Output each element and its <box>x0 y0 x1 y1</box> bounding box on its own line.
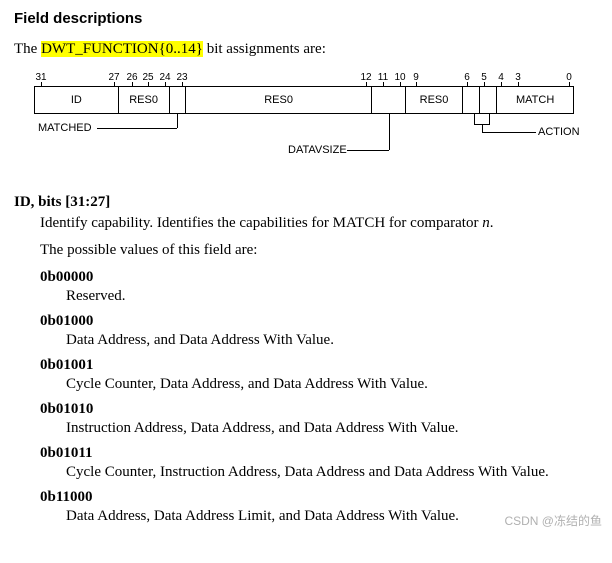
value-code: 0b01001 <box>40 357 598 374</box>
bit-tick <box>467 82 468 86</box>
bit-ticks: 312726252423121110965430 <box>34 72 598 86</box>
field-cell: RES0 <box>406 87 464 113</box>
intro-highlight: DWT_FUNCTION{0..14} <box>41 41 203 57</box>
field-cell: ID <box>35 87 119 113</box>
callouts: MATCHED DATAVSIZE ACTION <box>34 114 598 174</box>
section-heading: Field descriptions <box>14 10 598 27</box>
value-code: 0b11000 <box>40 489 598 506</box>
field-cell <box>372 87 406 113</box>
datavsize-label: DATAVSIZE <box>288 144 347 156</box>
intro-pre: The <box>14 41 41 57</box>
bit-tick <box>114 82 115 86</box>
bit-tick <box>366 82 367 86</box>
intro-line: The DWT_FUNCTION{0..14} bit assignments … <box>14 41 598 58</box>
intro-post: bit assignments are: <box>203 41 326 57</box>
value-desc: Data Address, and Data Address With Valu… <box>66 332 598 349</box>
field-desc-text: Identify capability. Identifies the capa… <box>40 215 478 231</box>
bit-tick <box>148 82 149 86</box>
bit-tick <box>416 82 417 86</box>
value-desc: Instruction Address, Data Address, and D… <box>66 420 598 437</box>
field-cell <box>170 87 187 113</box>
bit-tick <box>518 82 519 86</box>
datavsize-vline <box>389 114 390 150</box>
bitfield-diagram: 312726252423121110965430 IDRES0RES0RES0M… <box>34 72 598 174</box>
values-intro: The possible values of this field are: <box>40 242 598 259</box>
field-cell: RES0 <box>119 87 170 113</box>
action-hline <box>482 132 536 133</box>
field-cell: RES0 <box>186 87 371 113</box>
field-heading: ID, bits [31:27] <box>14 194 598 211</box>
bit-tick <box>569 82 570 86</box>
action-vline2 <box>489 114 490 124</box>
bit-tick <box>132 82 133 86</box>
value-desc: Cycle Counter, Data Address, and Data Ad… <box>66 376 598 393</box>
action-vline3 <box>482 124 483 132</box>
watermark: CSDN @冻结的鱼 <box>504 512 602 529</box>
field-cell <box>463 87 480 113</box>
bit-tick <box>165 82 166 86</box>
field-cell: MATCH <box>497 87 573 113</box>
register-row: IDRES0RES0RES0MATCH <box>34 86 574 114</box>
datavsize-hline <box>347 150 389 151</box>
matched-vline <box>177 114 178 128</box>
values-list: 0b00000 Reserved. 0b01000 Data Address, and… <box>14 269 598 525</box>
value-code: 0b01011 <box>40 445 598 462</box>
field-description: Identify capability. Identifies the capa… <box>40 215 598 232</box>
matched-label: MATCHED <box>38 122 92 134</box>
action-label: ACTION <box>538 126 580 138</box>
field-desc-var: n <box>482 215 490 231</box>
value-code: 0b01010 <box>40 401 598 418</box>
value-desc: Cycle Counter, Instruction Address, Data… <box>66 464 598 481</box>
field-cell <box>480 87 497 113</box>
bit-tick <box>383 82 384 86</box>
bit-tick <box>182 82 183 86</box>
field-desc-period: . <box>490 215 494 231</box>
action-vline1 <box>474 114 475 124</box>
value-code: 0b00000 <box>40 269 598 286</box>
bit-tick <box>41 82 42 86</box>
matched-hline <box>97 128 177 129</box>
bit-tick <box>501 82 502 86</box>
value-code: 0b01000 <box>40 313 598 330</box>
value-desc: Reserved. <box>66 288 598 305</box>
bit-tick <box>484 82 485 86</box>
bit-tick <box>400 82 401 86</box>
